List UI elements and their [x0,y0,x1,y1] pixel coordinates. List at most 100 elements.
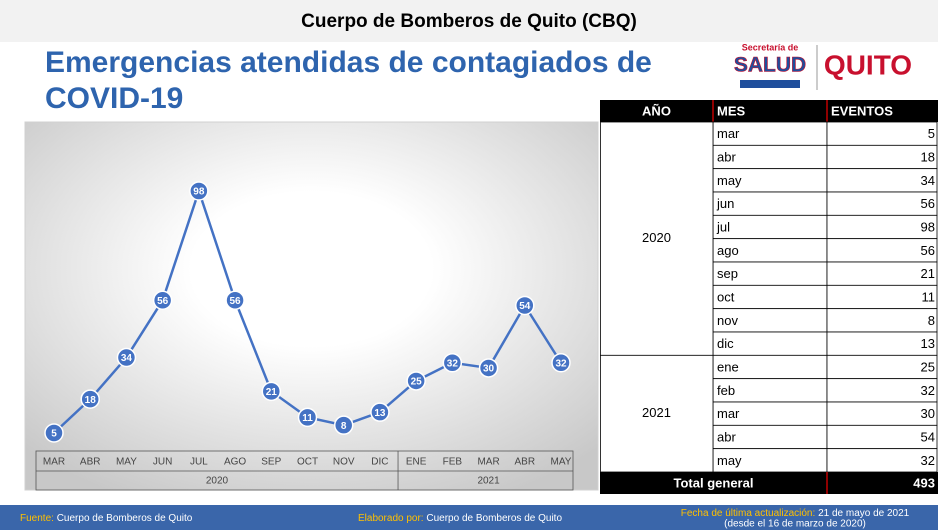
table-month: sep [717,266,738,281]
table-month: oct [717,289,735,304]
data-label: 34 [121,353,133,364]
table-value: 18 [921,149,935,164]
point [152,290,173,311]
data-label: 18 [85,395,97,406]
point [442,352,463,373]
group-label: 2020 [206,476,229,487]
point [261,381,282,402]
table-month: abr [717,429,736,444]
table-total-bg [600,472,938,494]
data-label: 25 [411,377,423,388]
x-tick-label: DIC [371,457,388,468]
data-label: 11 [302,413,313,424]
x-tick-label: MAR [477,457,499,468]
point [551,352,571,373]
x-tick-label: AGO [224,457,246,468]
point [478,358,499,378]
table-value: 32 [921,383,935,398]
footer-note: (desde el 16 de marzo de 2020) [724,519,866,530]
table-month: jul [716,219,730,234]
chart-title: Emergencias atendidas de contagiados de [45,46,652,79]
table-month: ene [717,359,739,374]
x-tick-label: MAY [116,457,137,468]
x-tick-label: ABR [515,457,536,468]
chart-title: COVID-19 [45,82,183,115]
x-tick-label: MAR [43,457,65,468]
chart-area [24,121,599,491]
point [189,181,209,201]
table-cell [712,214,828,240]
table-header-bg [600,100,938,122]
x-tick-label: NOV [333,457,355,468]
table-header: AÑO [642,103,671,118]
data-label: 13 [374,408,386,419]
data-label: 32 [555,358,567,369]
table-value: 30 [921,406,935,421]
logo-text: QUITO [824,49,912,80]
logo-band [740,80,800,88]
table-total-label: Total general [674,475,754,490]
logo-text: Secretaría de [742,42,799,52]
footer-author: Elaborado por: Cuerpo de Bomberos de Qui… [358,513,562,524]
table-month: ago [717,243,739,258]
x-tick-label: ABR [80,457,101,468]
data-label: 5 [51,429,57,440]
point [370,402,390,422]
x-tick-label: JUN [153,457,172,468]
data-label: 8 [341,421,347,432]
data-label: 21 [266,387,278,398]
table-month: abr [717,149,736,164]
table-value: 21 [921,266,935,281]
header-bar [0,0,938,42]
table-cell [826,121,938,146]
x-tick-label: SEP [261,457,281,468]
logo-text: SALUD [734,54,806,77]
table-year: 2021 [642,405,671,420]
point [225,290,245,311]
data-label: 56 [157,296,169,307]
table-year-cell [600,354,714,473]
table-month: dic [717,336,734,351]
data-label: 54 [519,301,531,312]
point [297,407,318,428]
point [44,423,64,443]
table-cell [826,284,938,310]
x-tick-label: MAY [551,457,572,468]
footer-source: Fuente: Cuerpo de Bomberos de Quito [20,513,193,524]
table-value: 11 [922,289,936,304]
table-value: 54 [921,429,935,444]
point [515,295,535,316]
table-month: feb [717,383,735,398]
table-value: 8 [928,313,935,328]
table-value: 34 [921,173,935,188]
table-value: 56 [921,243,935,258]
table-month: may [717,453,742,468]
table-header: EVENTOS [831,103,893,118]
x-tick-label: OCT [297,457,318,468]
table-value: 32 [921,453,935,468]
footer-bar [0,505,938,530]
table-month: may [717,173,742,188]
table-value: 13 [921,336,935,351]
point [80,389,100,409]
group-label: 2021 [477,476,500,487]
table-month: nov [717,313,738,328]
table-cell [826,308,938,333]
point [116,347,137,368]
point [333,415,354,435]
table-month: jun [716,196,734,211]
table-month: mar [717,406,740,421]
table-value: 25 [921,359,935,374]
data-label: 32 [447,358,459,369]
x-axis-box [35,450,574,491]
table-year-cell [600,121,714,356]
table-value: 56 [921,196,935,211]
header-title: Cuerpo de Bomberos de Quito (CBQ) [301,11,637,32]
table-year: 2020 [642,230,671,245]
data-label: 30 [483,364,495,375]
data-label: 98 [193,187,205,198]
x-tick-label: JUL [190,457,208,468]
x-tick-label: ENE [406,457,427,468]
footer-updated: Fecha de última actualización: 21 de may… [681,508,910,519]
